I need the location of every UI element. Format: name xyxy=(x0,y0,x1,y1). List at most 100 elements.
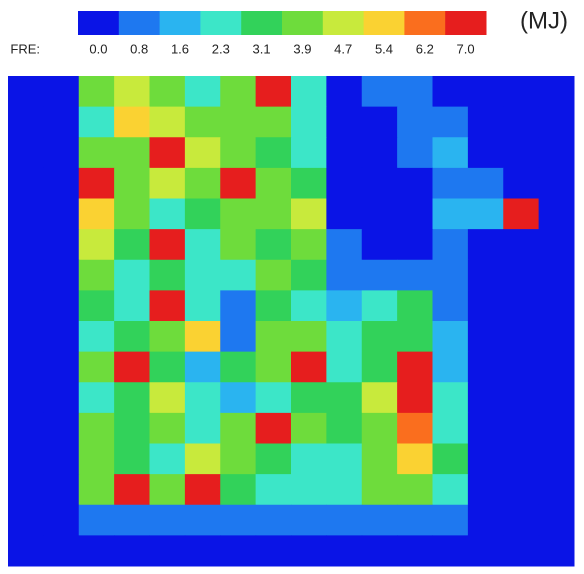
heatmap-cell xyxy=(326,167,363,199)
heatmap-cell xyxy=(149,290,186,322)
heatmap-cell xyxy=(361,382,398,414)
colorbar-tick-label: 0.0 xyxy=(89,41,107,56)
heatmap-cell xyxy=(8,167,44,199)
heatmap-cell xyxy=(255,106,292,138)
colorbar-tick-label: 3.1 xyxy=(253,41,271,56)
heatmap-cell xyxy=(114,198,150,230)
heatmap-cell xyxy=(432,412,469,444)
heatmap-cell xyxy=(361,351,398,383)
heatmap-cell xyxy=(361,76,398,108)
heatmap-cell xyxy=(361,198,398,230)
heatmap-cell xyxy=(43,137,80,169)
colorbar-tick-label: 5.4 xyxy=(375,41,393,56)
colorbar-tick-label: 0.8 xyxy=(130,41,148,56)
heatmap-cell xyxy=(220,106,257,138)
heatmap-cell xyxy=(361,137,398,169)
colorbar: 0.0 0.8 1.6 2.3 3.1 3.9 4.7 5.4 6.2 7.0 xyxy=(78,11,487,56)
heatmap-cell xyxy=(326,229,363,261)
heatmap-cell xyxy=(503,443,540,475)
heatmap-cell xyxy=(503,76,540,108)
colorbar-tick-label: 3.9 xyxy=(293,41,311,56)
heatmap-cell xyxy=(8,382,44,414)
heatmap-cell xyxy=(326,535,363,567)
heatmap-cell xyxy=(78,474,115,506)
colorbar-box xyxy=(404,11,446,35)
colorbar-label: FRE: xyxy=(10,41,40,56)
heatmap-cell xyxy=(291,259,327,291)
heatmap-cell xyxy=(326,351,363,383)
heatmap-cell xyxy=(78,290,115,322)
colorbar-box xyxy=(241,11,283,35)
heatmap-cell xyxy=(432,76,469,108)
heatmap-cell xyxy=(255,443,292,475)
heatmap-cell xyxy=(149,198,186,230)
heatmap-cell xyxy=(78,137,115,169)
heatmap-cell xyxy=(184,290,221,322)
heatmap-cell xyxy=(432,290,469,322)
heatmap-cell xyxy=(467,259,504,291)
heatmap-cell xyxy=(432,321,469,353)
colorbar-box xyxy=(118,11,161,35)
heatmap-cell xyxy=(397,351,433,383)
heatmap-cell xyxy=(467,76,504,108)
heatmap-cell xyxy=(114,412,150,444)
heatmap-cell xyxy=(538,382,575,414)
heatmap-cell xyxy=(538,321,575,353)
heatmap-cell xyxy=(43,321,80,353)
heatmap-cell xyxy=(397,321,433,353)
heatmap-cell xyxy=(78,351,115,383)
heatmap-cell xyxy=(184,474,221,506)
heatmap-cell xyxy=(291,106,327,138)
heatmap-cell xyxy=(361,412,398,444)
heatmap-cell xyxy=(114,229,150,261)
heatmap-cell xyxy=(503,474,540,506)
heatmap-cell xyxy=(8,229,44,261)
heatmap-cell xyxy=(291,290,327,322)
heatmap-cell xyxy=(114,504,150,536)
heatmap-cell xyxy=(397,106,433,138)
heatmap-cell xyxy=(538,351,575,383)
heatmap-cell xyxy=(397,198,433,230)
heatmap-cell xyxy=(361,259,398,291)
colorbar-box xyxy=(322,11,365,35)
heatmap-cell xyxy=(503,229,540,261)
heatmap-cell xyxy=(114,106,150,138)
heatmap-cell xyxy=(361,229,398,261)
heatmap-cell xyxy=(149,321,186,353)
heatmap-cell xyxy=(503,535,540,567)
colorbar-box xyxy=(78,11,120,35)
heatmap-cell xyxy=(538,535,575,567)
heatmap-cell xyxy=(43,443,80,475)
heatmap-cell xyxy=(397,504,433,536)
heatmap-cell xyxy=(255,382,292,414)
heatmap-cell xyxy=(220,474,257,506)
heatmap-cell xyxy=(220,504,257,536)
heatmap-cell xyxy=(291,321,327,353)
heatmap-cell xyxy=(467,412,504,444)
heatmap-cell xyxy=(291,535,327,567)
heatmap-cell xyxy=(220,351,257,383)
heatmap-cell xyxy=(326,137,363,169)
heatmap-cell xyxy=(432,382,469,414)
heatmap-cell xyxy=(184,504,221,536)
heatmap-cell xyxy=(291,504,327,536)
heatmap-cell xyxy=(255,259,292,291)
heatmap-cell xyxy=(467,321,504,353)
heatmap-cell xyxy=(361,474,398,506)
heatmap-cell xyxy=(149,474,186,506)
heatmap-cell xyxy=(503,504,540,536)
heatmap-cell xyxy=(43,76,80,108)
heatmap-cell xyxy=(114,290,150,322)
heatmap-cell xyxy=(538,76,575,108)
heatmap-cell xyxy=(361,321,398,353)
heatmap-cell xyxy=(503,412,540,444)
heatmap-cell xyxy=(467,290,504,322)
heatmap-cell xyxy=(149,412,186,444)
heatmap-cell xyxy=(397,167,433,199)
heatmap-cell xyxy=(503,290,540,322)
colorbar-box xyxy=(159,11,201,35)
heatmap-cell xyxy=(503,259,540,291)
heatmap-cell xyxy=(114,76,150,108)
heatmap-cell xyxy=(184,351,221,383)
